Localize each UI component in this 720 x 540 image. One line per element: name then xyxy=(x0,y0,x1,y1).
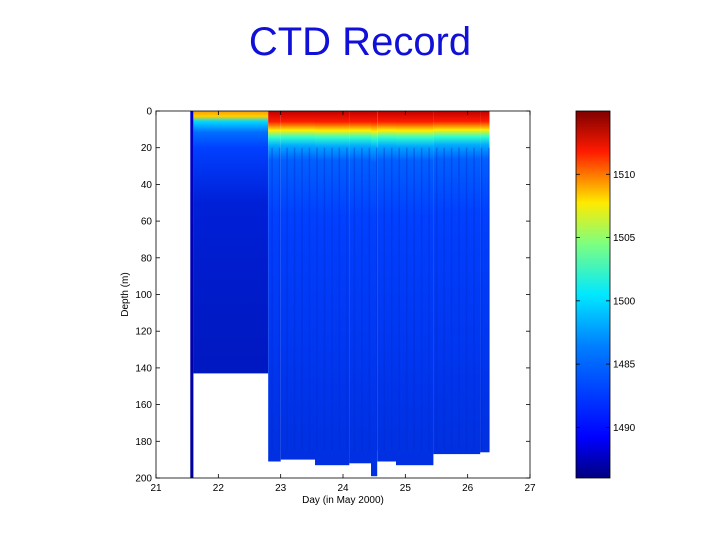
y-tick-label: 160 xyxy=(135,400,152,411)
profile-column xyxy=(280,111,315,460)
colorbar xyxy=(575,110,611,479)
profile-stripe xyxy=(308,147,311,451)
profile-stripe xyxy=(435,147,438,451)
profile-stripe xyxy=(316,147,318,451)
profile-column xyxy=(480,111,490,453)
colorbar-tick-label: 1490 xyxy=(613,423,636,434)
profile-stripe xyxy=(473,147,475,451)
colorbar-tick-label: 1510 xyxy=(613,170,636,181)
x-tick-label: 23 xyxy=(275,483,287,494)
profile-stripe xyxy=(271,147,273,451)
y-tick-label: 20 xyxy=(141,143,153,154)
profile-column xyxy=(433,111,481,455)
profile-stripe xyxy=(353,147,356,451)
profile-stripe xyxy=(293,147,296,451)
profile-column xyxy=(190,111,194,478)
profile-stripe xyxy=(398,147,400,451)
x-tick-label: 27 xyxy=(524,483,536,494)
page-title: CTD Record xyxy=(248,20,472,64)
profile-column xyxy=(193,111,269,374)
y-tick-label: 80 xyxy=(141,253,153,264)
y-axis-label: Depth (m) xyxy=(120,272,131,316)
profile-column xyxy=(349,111,371,464)
profile-stripe xyxy=(383,147,385,451)
y-tick-label: 0 xyxy=(146,107,152,118)
profile-stripe xyxy=(361,147,363,451)
profile-stripe xyxy=(450,147,453,451)
y-tick-label: 200 xyxy=(135,474,152,485)
profile-stripe xyxy=(443,147,445,451)
profile-stripe xyxy=(480,147,483,451)
y-tick-label: 140 xyxy=(135,363,152,374)
y-tick-label: 120 xyxy=(135,327,152,338)
profile-stripe xyxy=(286,147,288,451)
colorbar-tick-label: 1500 xyxy=(613,296,636,307)
y-tick-label: 180 xyxy=(135,437,152,448)
y-tick-label: 100 xyxy=(135,290,152,301)
profile-column xyxy=(315,111,350,466)
x-tick-label: 24 xyxy=(337,483,349,494)
y-tick-label: 60 xyxy=(141,217,153,228)
profile-stripe xyxy=(420,147,423,451)
profile-column xyxy=(268,111,281,462)
colorbar-tick-label: 1505 xyxy=(613,233,636,244)
profile-stripe xyxy=(338,147,341,451)
profile-stripe xyxy=(376,147,378,451)
profile-stripe xyxy=(488,147,490,451)
profile-stripe xyxy=(323,147,326,451)
profile-stripe xyxy=(458,147,460,451)
profile-stripe xyxy=(331,147,333,451)
profile-stripe xyxy=(368,147,371,451)
profile-stripe xyxy=(391,147,393,451)
profile-column xyxy=(377,111,396,462)
profile-stripe xyxy=(465,147,468,451)
y-tick-label: 40 xyxy=(141,180,153,191)
profile-stripe xyxy=(301,147,303,451)
x-axis-label: Day (in May 2000) xyxy=(302,495,384,506)
colorbar-tick-label: 1485 xyxy=(613,360,636,371)
profile-stripe xyxy=(428,147,430,451)
x-tick-label: 21 xyxy=(150,483,162,494)
profile-column xyxy=(396,111,434,466)
profile-stripe xyxy=(413,147,415,451)
profile-column xyxy=(371,111,378,477)
profile-stripe xyxy=(346,147,348,451)
profile-stripe xyxy=(406,147,408,451)
x-tick-label: 25 xyxy=(400,483,412,494)
x-tick-label: 26 xyxy=(462,483,474,494)
x-tick-label: 22 xyxy=(213,483,225,494)
profile-stripe xyxy=(278,147,281,451)
